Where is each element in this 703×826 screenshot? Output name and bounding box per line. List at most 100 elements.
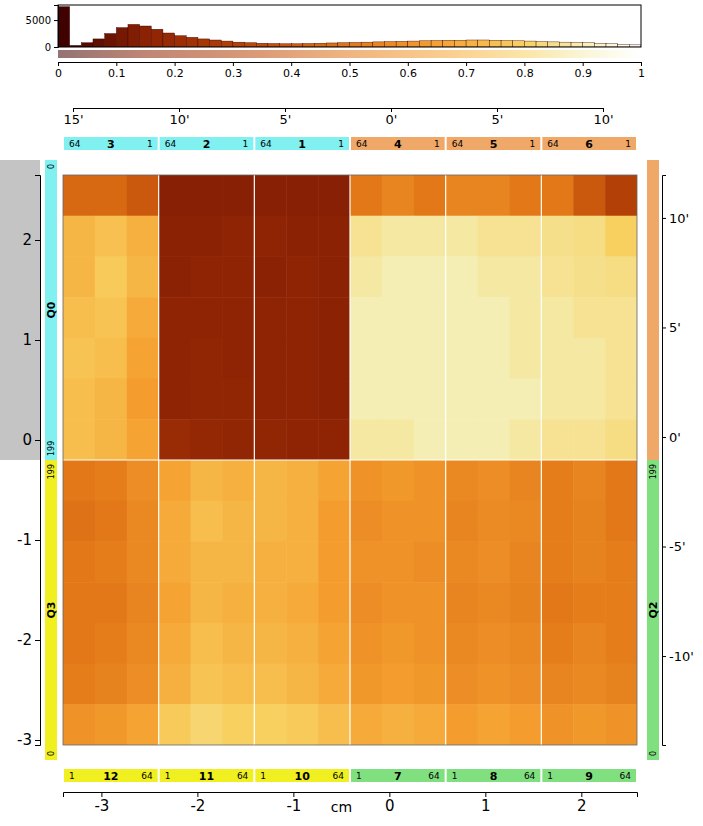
ccd-box: [64, 769, 158, 782]
histogram-frame: [58, 5, 641, 47]
heat-cell: [414, 338, 446, 379]
heat-cell: [478, 541, 510, 582]
heat-cell: [159, 379, 191, 420]
histogram-bar: [116, 28, 128, 47]
tick-label: -2: [17, 631, 32, 649]
axis-line: [64, 793, 638, 798]
heat-cell: [414, 419, 446, 460]
heat-cell: [573, 419, 605, 460]
heat-cell: [254, 623, 286, 664]
heat-cell: [95, 419, 127, 460]
ccd-box: [447, 137, 541, 150]
ccd-label: 10: [295, 770, 311, 783]
heat-cell: [509, 582, 541, 623]
ccd-first: 64: [260, 139, 272, 149]
ccd-last: 1: [147, 139, 153, 149]
heat-cell: [605, 501, 637, 542]
heat-cell: [478, 582, 510, 623]
heat-cell: [286, 623, 318, 664]
tick-label: 0.4: [283, 67, 301, 80]
heat-cell: [446, 338, 478, 379]
tick-label: 1: [481, 797, 491, 815]
heat-cell: [127, 501, 159, 542]
histogram-bar: [186, 37, 198, 47]
histogram-bar: [466, 40, 478, 47]
tick-label: -3: [94, 797, 109, 815]
tick-label: 0: [22, 431, 32, 449]
heat-cell: [286, 704, 318, 745]
ccd-box: [351, 769, 445, 782]
heat-cell: [127, 216, 159, 257]
histogram-bar: [501, 41, 513, 47]
heat-cell: [350, 501, 382, 542]
heat-cell: [350, 704, 382, 745]
tick-mark: [54, 47, 58, 48]
heat-cell: [573, 541, 605, 582]
heat-cell: [254, 541, 286, 582]
heat-cell: [318, 704, 350, 745]
tick-label: 10': [169, 112, 189, 127]
tick-mark: [116, 62, 117, 66]
tick: 5': [280, 108, 292, 127]
tick: 0: [45, 42, 58, 53]
heat-cell: [191, 704, 223, 745]
heat-cell: [254, 297, 286, 338]
histogram-bar: [81, 43, 93, 47]
heat-cell: [605, 623, 637, 664]
tick-label: 0.7: [458, 67, 476, 80]
quadrant-first: 199: [649, 464, 658, 479]
tick-mark: [662, 327, 666, 328]
tick-mark: [350, 62, 351, 66]
heat-cell: [573, 582, 605, 623]
heat-cell: [414, 216, 446, 257]
heat-cell: [446, 501, 478, 542]
heat-cell: [127, 419, 159, 460]
tick-label: -1: [286, 797, 301, 815]
ccd-last: 64: [237, 771, 249, 781]
heat-cell: [382, 460, 414, 501]
heat-cell: [95, 297, 127, 338]
heat-cell: [605, 664, 637, 705]
heat-cell: [573, 460, 605, 501]
heat-cell: [191, 175, 223, 216]
heat-cell: [350, 460, 382, 501]
heat-cell: [63, 664, 95, 705]
ccd-label: 7: [394, 770, 402, 783]
heat-cell: [382, 175, 414, 216]
tick-label: 0.1: [108, 67, 126, 80]
tick-label: 15': [63, 112, 83, 127]
tick-mark: [54, 20, 58, 21]
quadrant-bar: [647, 460, 659, 760]
heat-cell: [159, 256, 191, 297]
histogram-bar: [373, 42, 385, 47]
heat-cell: [222, 501, 254, 542]
heat-cell: [382, 338, 414, 379]
heatmap: [63, 175, 637, 745]
histogram-bar: [384, 42, 396, 47]
heat-cell: [509, 623, 541, 664]
heat-cell: [127, 664, 159, 705]
heat-cell: [222, 175, 254, 216]
heat-cell: [318, 175, 350, 216]
heat-cell: [478, 623, 510, 664]
tick-label: -10': [669, 649, 694, 664]
tick-label: 0.2: [166, 67, 184, 80]
tick-label: 2: [22, 231, 32, 249]
quadrant-first: 0: [47, 164, 56, 169]
heat-cell: [573, 379, 605, 420]
heat-cell: [573, 664, 605, 705]
heat-cell: [605, 256, 637, 297]
ccd-first: 1: [356, 771, 362, 781]
histogram-bar: [548, 42, 560, 47]
ccd-box: [542, 137, 636, 150]
heat-cell: [509, 501, 541, 542]
heat-cell: [541, 338, 573, 379]
heat-cell: [382, 297, 414, 338]
ccd-first: 64: [165, 139, 177, 149]
heat-cell: [63, 623, 95, 664]
heat-cell: [191, 623, 223, 664]
ccd-box: [64, 137, 158, 150]
heat-cell: [478, 297, 510, 338]
histogram-bar: [361, 42, 373, 47]
tick-mark: [35, 240, 40, 241]
